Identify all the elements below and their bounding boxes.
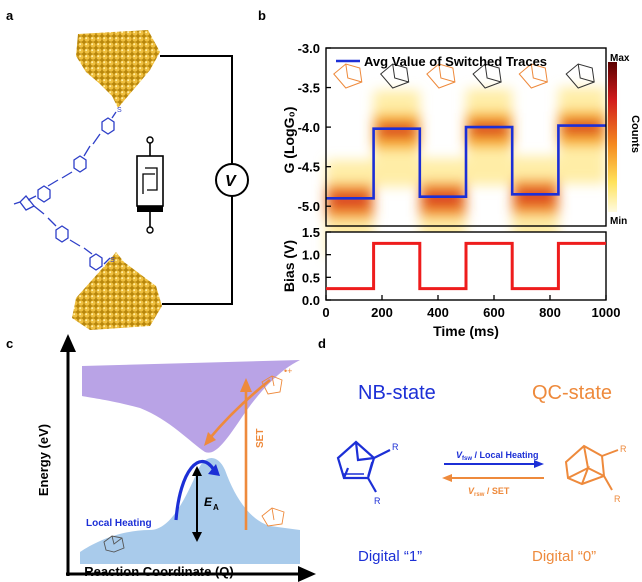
qc-state-title: QC-state: [532, 382, 613, 404]
local-heating-label: Local Heating: [86, 518, 152, 529]
segment-molecule-icon: [333, 63, 363, 89]
molecule-sketch-cation: [261, 375, 283, 395]
barrier-subscript: A: [213, 503, 219, 512]
ground-state-surface: [80, 458, 300, 564]
colorbar-max: Max: [610, 53, 630, 64]
relax-arrow: [209, 378, 271, 439]
segment-molecule-icon: [379, 63, 410, 89]
heat-band-core: [516, 190, 555, 203]
reaction-axis-title: Reaction Coordinate (Q): [84, 564, 234, 579]
circuit-wire-lower: [162, 196, 233, 305]
panel-b-chart: -3.0 -3.5 -4.0 -4.5 -5.0 Avg Value of Switch…: [281, 41, 641, 339]
panel-label-b: b: [258, 8, 266, 23]
y-tick-label: 1.0: [302, 248, 320, 263]
digital-1-label: Digital “1”: [358, 548, 423, 565]
molecule-wire: [13, 111, 117, 271]
heat-band-core: [330, 194, 370, 207]
colorbar-min: Min: [610, 216, 627, 227]
segment-molecule-icon: [472, 63, 502, 89]
switch-symbol-icon: [136, 136, 164, 234]
bottom-electrode: [72, 252, 162, 330]
set-label: SET: [255, 429, 266, 448]
quadricyclane-structure: [564, 444, 619, 491]
reaction-axis-arrow-icon: [298, 566, 316, 582]
y-tick-label: 0.0: [302, 293, 320, 308]
heat-band-core: [377, 124, 416, 137]
y-tick-label: 1.5: [302, 225, 320, 240]
voltmeter-circle: [215, 163, 249, 197]
energy-axis-label: Energy (eV): [36, 424, 51, 496]
energy-axis-arrow-icon: [60, 334, 76, 352]
heat-band-core: [423, 192, 462, 205]
nb-state-title: NB-state: [358, 382, 436, 404]
sulfur-atom-bottom: S: [110, 257, 115, 264]
y-tick-label: -4.5: [298, 160, 320, 175]
segment-molecule-icon: [565, 63, 595, 89]
x-tick-label: 1000: [592, 305, 621, 320]
y-tick-label: 0.5: [302, 270, 320, 285]
top-electrode: [76, 30, 160, 108]
panel-label-d: d: [318, 336, 326, 351]
avg-trace-line: [326, 124, 606, 200]
molecule-sketch-ground: [103, 535, 125, 553]
nb-r-group-1: R: [392, 442, 399, 452]
excited-state-surface: [82, 360, 300, 453]
bias-plot: 0.0 0.5 1.0 1.5 0 200 400 600 800 1000: [302, 225, 621, 320]
panel-label-a: a: [6, 8, 14, 23]
x-tick-label: 800: [539, 305, 561, 320]
colorbar-title: Counts: [629, 115, 641, 153]
bias-ylabel: Bias (V): [281, 240, 297, 292]
bias-xlabel: Time (ms): [433, 323, 499, 339]
x-tick-label: 600: [483, 305, 505, 320]
voltmeter-symbol: V: [225, 173, 237, 190]
heatmap-plot: -3.0 -3.5 -4.0 -4.5 -5.0 Avg Value of Switch…: [298, 41, 607, 257]
svg-text:•+: •+: [284, 366, 292, 376]
segment-molecule-icon: [426, 63, 456, 89]
segment-molecule-icon: [518, 63, 548, 89]
heat-band-core: [562, 121, 602, 134]
norbornadiene-structure: [336, 440, 391, 493]
heating-arrow: [174, 459, 216, 521]
colorbar: Max Min Counts: [608, 53, 641, 227]
y-tick-label: -3.0: [298, 41, 320, 56]
legend-label: Avg Value of Switched Traces: [364, 54, 547, 69]
y-tick-label: -5.0: [298, 199, 320, 214]
x-tick-label: 200: [371, 305, 393, 320]
forward-switch-label: Vfsw / Local Heating: [456, 450, 539, 462]
y-tick-label: -3.5: [298, 81, 320, 96]
digital-0-label: Digital “0”: [532, 548, 597, 565]
sulfur-atom-top: S: [117, 107, 122, 114]
qc-r-group-1: R: [620, 444, 627, 454]
y-tick-label: -4.0: [298, 120, 320, 135]
x-tick-label: 0: [322, 305, 329, 320]
reverse-switch-label: Vrsw / SET: [468, 486, 510, 498]
bias-line: [326, 241, 606, 291]
nb-r-group-2: R: [374, 496, 381, 506]
qc-r-group-2: R: [614, 494, 621, 504]
circuit-wire: [160, 55, 233, 164]
panel-label-c: c: [6, 336, 14, 351]
panel-c-energy-diagram: Energy (eV) SET E A Local Heating •+: [36, 334, 316, 582]
x-tick-label: 400: [427, 305, 449, 320]
molecule-sketch-set: [261, 507, 285, 527]
barrier-label: E: [204, 495, 213, 509]
heatmap-ylabel: G (LogG₀): [281, 107, 297, 174]
heat-band-core: [470, 123, 509, 136]
panel-d-diagram: R R Vfsw / Local Heating Vrsw / SET R R: [336, 440, 627, 506]
panel-a-schematic: V S S: [13, 30, 249, 330]
